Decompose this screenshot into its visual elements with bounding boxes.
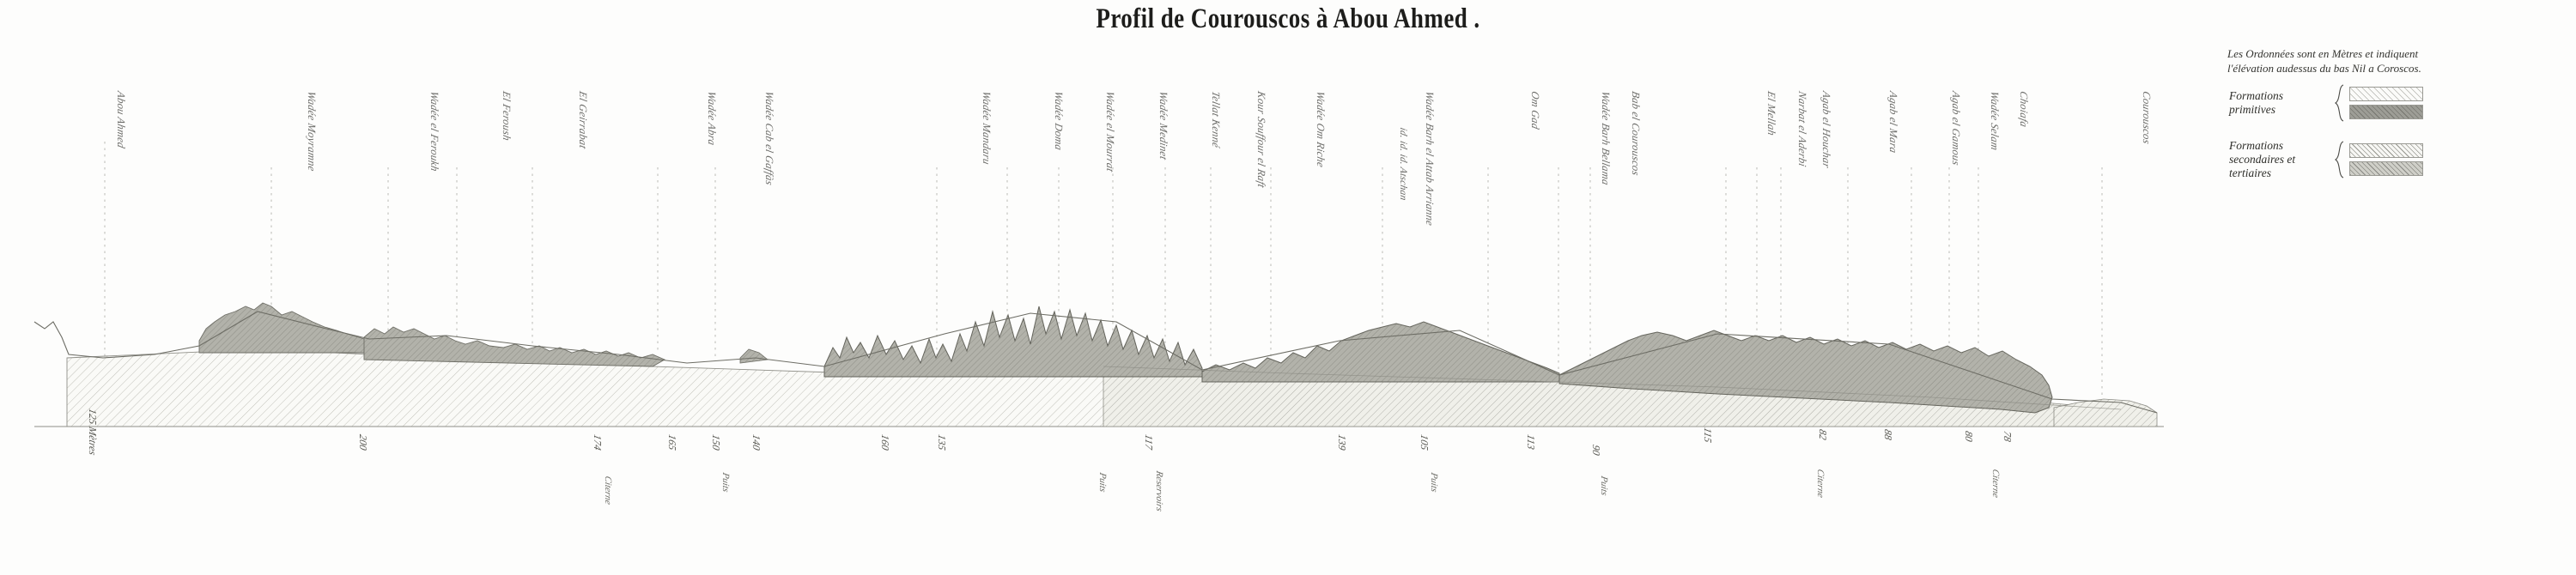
place-label: Wadée Om Riche [1315, 90, 1327, 169]
elevation-value: 115 [1702, 427, 1714, 445]
place-label: Wadée el Mourrat [1104, 90, 1116, 173]
massif-left-b [363, 326, 666, 367]
place-label: El Mellah [1765, 90, 1777, 137]
elevation-annotation: Citerne [1990, 468, 2001, 499]
elevation-value: 160 [879, 433, 891, 451]
legend-note-line-2: l'élévation audessus du bas Nil a Corosc… [2227, 62, 2421, 75]
elevation-value: 117 [1143, 433, 1155, 451]
place-label: Choiafa [2018, 90, 2030, 129]
legend-caption-line: tertiaires [2229, 166, 2271, 179]
place-label: Wadée Moyramne [306, 90, 318, 172]
swatch-secondary-light [2349, 143, 2423, 158]
elevation-value: 135 [936, 433, 948, 451]
legend-entry-primitive: Formations primitives [2229, 84, 2423, 122]
elevation-value: 139 [1336, 433, 1348, 451]
place-label: Wadée Mandaru [981, 90, 993, 166]
place-label: id. id. id. Atschan [1398, 126, 1408, 202]
place-label: Agab el Houchar [1820, 90, 1832, 170]
elevation-value: 200 [357, 433, 369, 451]
elevation-value: 105 [1419, 433, 1431, 451]
legend-note-line-1: Les Ordonnées sont en Mètres et indiquen… [2227, 47, 2419, 60]
place-label: Agab el Mara [1887, 90, 1899, 154]
swatch-primitive-dark [2349, 105, 2423, 119]
place-label: El Feroush [501, 90, 513, 142]
legend-caption-primitive: Formations primitives [2229, 89, 2334, 117]
elevation-annotation: Citerne [603, 475, 613, 505]
terrain-profile [0, 39, 2198, 519]
elevation-value: 165 [666, 433, 678, 451]
massif-left [198, 302, 370, 354]
massif-knoll [739, 348, 769, 364]
elevation-value: 113 [1525, 433, 1537, 451]
place-label: Tellat Kenné [1210, 90, 1222, 149]
place-label: Bab el Courouscos [1630, 90, 1642, 178]
legend-swatches-secondary [2349, 143, 2423, 176]
elevation-value: 140 [750, 433, 762, 451]
brace-icon [2334, 84, 2345, 122]
elevation-annotation: Citerne [1815, 468, 1826, 499]
elevation-annotation: Puits [720, 471, 731, 493]
brace-icon [2334, 141, 2345, 179]
place-label: Abou Ahmed [115, 90, 127, 149]
place-label: Courouscos [2141, 90, 2153, 146]
place-label: El Geirrabat [577, 90, 589, 150]
legend-entry-secondary: Formations secondaires et tertiaires [2229, 139, 2423, 180]
terrain-outline [33, 311, 2158, 414]
elevation-annotation: Puits [1429, 471, 1439, 493]
place-label: Wadée Doma [1053, 90, 1065, 152]
terrain-right-tail [2053, 398, 2158, 427]
elevation-value: 150 [710, 433, 722, 451]
place-label: Wadée Selam [1989, 90, 2001, 152]
massif-east [1201, 321, 1560, 383]
legend-caption-secondary: Formations secondaires et tertiaires [2229, 139, 2334, 180]
place-label: Wadée Barh el Attab Arrianne [1424, 90, 1436, 227]
place-label: Wadée Barh Bellama [1600, 90, 1612, 187]
massif-central [823, 306, 1203, 378]
elevation-value: 125 Mètres [87, 408, 99, 457]
legend-swatches-primitive [2349, 87, 2423, 119]
place-label: Wadée Abra [706, 90, 718, 147]
place-label: Kour Souffour el Raft [1255, 90, 1267, 190]
legend-caption-line: Formations [2229, 89, 2284, 102]
elevation-annotation: Puits [1097, 471, 1108, 493]
place-label: Wadée el Feroukh [428, 90, 440, 173]
place-label: Wadée Medinet [1157, 90, 1170, 161]
place-label: Narbat el Aderbi [1796, 90, 1808, 168]
legend-caption-line: secondaires et [2229, 153, 2296, 166]
swatch-secondary-dark [2349, 161, 2423, 176]
massif-east-b [1558, 330, 2053, 414]
legend-caption-line: primitives [2229, 103, 2275, 116]
place-label: Om Gad [1529, 90, 1541, 130]
place-label: Agab el Gamous [1950, 90, 1962, 167]
legend-panel: Les Ordonnées sont en Mètres et indiquen… [2227, 46, 2571, 201]
legend-note: Les Ordonnées sont en Mètres et indiquen… [2227, 46, 2571, 76]
elevation-annotation: Puits [1599, 475, 1609, 497]
legend-caption-line: Formations [2229, 139, 2284, 152]
stratum-divider [1103, 366, 2122, 410]
elevation-annotation: Reservoirs [1154, 469, 1164, 513]
page-title: Profil de Courouscos à Abou Ahmed . [1096, 3, 1480, 34]
place-label: Wadée Cab el Gaffàs [763, 90, 775, 187]
swatch-primitive-light [2349, 87, 2423, 101]
elevation-value: 174 [592, 433, 604, 451]
